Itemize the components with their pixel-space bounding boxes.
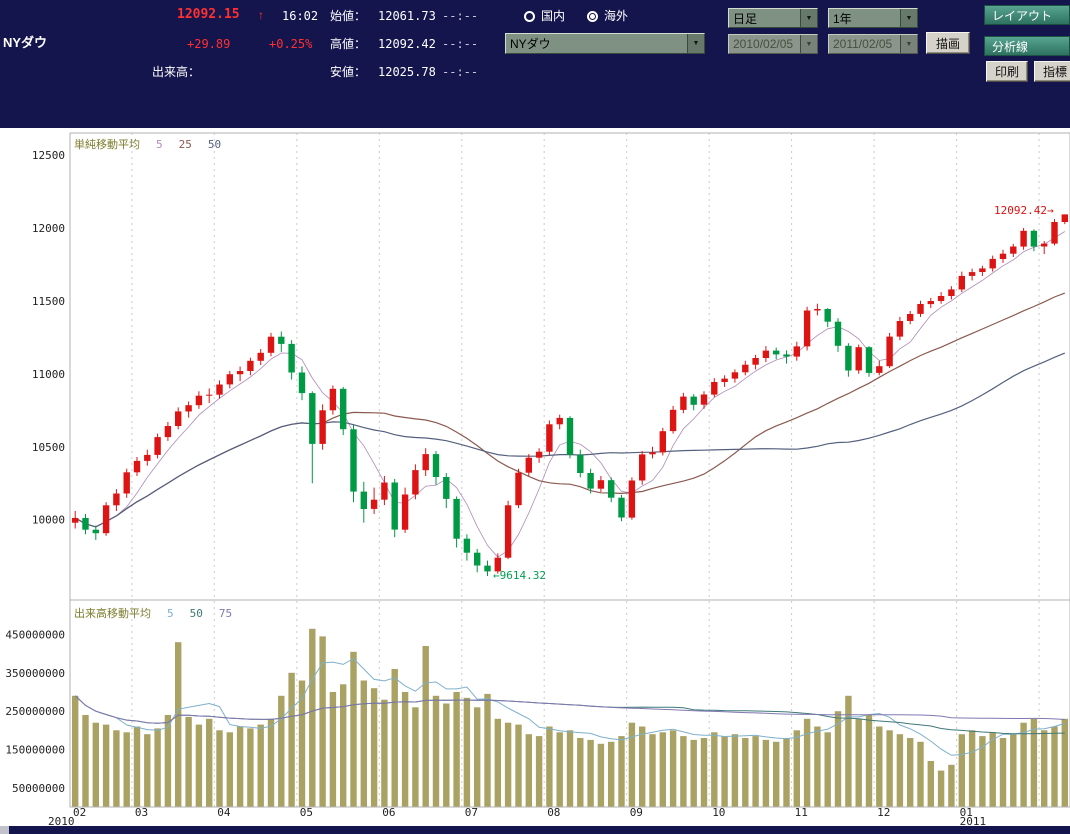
radio-overseas[interactable]: 海外 <box>587 9 628 23</box>
volume-ma-period-50: 50 <box>189 607 203 620</box>
open-label: 始値： <box>330 9 367 23</box>
svg-text:11000: 11000 <box>32 368 65 381</box>
price-change: +29.89 <box>187 37 231 51</box>
chevron-down-icon: ▼ <box>800 35 817 53</box>
date-to-value: 2011/02/05 <box>833 37 893 51</box>
volume-bars <box>72 628 1068 808</box>
range-combobox-value: 1年 <box>833 11 852 26</box>
svg-text:150000000: 150000000 <box>5 744 65 757</box>
svg-text:12500: 12500 <box>32 149 65 162</box>
svg-text:12000: 12000 <box>32 222 65 235</box>
low-time: --:-- <box>442 65 479 79</box>
radio-domestic[interactable]: 国内 <box>524 9 565 23</box>
svg-text:04: 04 <box>217 806 231 819</box>
svg-text:02: 02 <box>73 806 86 819</box>
draw-button[interactable]: 描画 <box>926 32 970 54</box>
ma-period-25: 25 <box>178 138 192 151</box>
svg-text:10000: 10000 <box>32 514 65 527</box>
price-ma-legend: 単純移動平均 5 25 50 <box>74 136 221 152</box>
analysis-line-button[interactable]: 分析線 <box>984 36 1070 56</box>
volume-pane-frame <box>69 599 1070 808</box>
price-axis-labels: 12500 12000 11500 11000 10500 10000 <box>32 149 65 527</box>
svg-text:11: 11 <box>795 806 808 819</box>
low-price-annotation: ←9614.32 <box>493 569 546 582</box>
high-value: 12092.42 <box>378 37 436 51</box>
high-label: 高値： <box>330 37 367 51</box>
svg-text:03: 03 <box>135 806 148 819</box>
top-toolbar: NYダウ 12092.15 ↑ 16:02 +29.89 +0.25% 出来高：… <box>0 0 1070 128</box>
print-button[interactable]: 印刷 <box>986 61 1028 82</box>
svg-text:09: 09 <box>630 806 643 819</box>
volume-ma-lines <box>74 657 1065 756</box>
month-gridlines <box>131 133 1040 807</box>
svg-text:08: 08 <box>547 806 560 819</box>
volume-ma-period-75: 75 <box>218 607 233 620</box>
volume-ma-legend-label: 出来高移動平均 <box>74 608 151 620</box>
indicator-button[interactable]: 指標 <box>1034 61 1070 82</box>
svg-text:250000000: 250000000 <box>5 705 65 718</box>
high-price-annotation: 12092.42→ <box>994 204 1054 217</box>
low-value: 12025.78 <box>378 65 436 79</box>
radio-domestic-label: 国内 <box>541 9 566 23</box>
open-time: --:-- <box>442 9 479 23</box>
svg-text:2011: 2011 <box>960 815 987 826</box>
date-from-field[interactable]: 2010/02/05 ▼ <box>728 34 818 54</box>
period-combobox[interactable]: 日足 ▼ <box>728 8 818 28</box>
symbol-combobox[interactable]: NYダウ ▼ <box>505 33 705 54</box>
svg-text:12: 12 <box>877 806 890 819</box>
open-value: 12061.73 <box>378 9 436 23</box>
svg-text:11500: 11500 <box>32 295 65 308</box>
price-pane-frame <box>69 132 1070 601</box>
volume-label: 出来高： <box>152 65 201 79</box>
last-time: 16:02 <box>282 9 319 23</box>
radio-circle-icon <box>524 10 535 22</box>
symbol-name: NYダウ <box>3 35 48 50</box>
svg-text:10500: 10500 <box>32 441 65 454</box>
layout-panel-button[interactable]: レイアウト <box>984 5 1070 25</box>
volume-ma-legend: 出来高移動平均 5 50 75 <box>74 605 232 621</box>
scrollbar-left-button[interactable] <box>0 826 9 834</box>
price-ma-lines <box>74 231 1066 558</box>
range-combobox[interactable]: 1年 ▼ <box>828 8 918 28</box>
svg-text:50000000: 50000000 <box>12 782 65 795</box>
date-from-value: 2010/02/05 <box>733 37 794 51</box>
svg-text:05: 05 <box>300 806 313 819</box>
chevron-down-icon: ▼ <box>900 35 917 53</box>
low-label: 安値： <box>330 65 367 79</box>
chevron-down-icon[interactable]: ▼ <box>900 9 917 27</box>
svg-text:06: 06 <box>382 806 395 819</box>
last-price: 12092.15 <box>177 7 240 22</box>
price-ma-legend-label: 単純移動平均 <box>74 139 140 151</box>
ma-period-5: 5 <box>156 138 163 151</box>
volume-ma-period-5: 5 <box>167 607 174 620</box>
svg-text:450000000: 450000000 <box>5 629 65 642</box>
svg-text:07: 07 <box>465 806 478 819</box>
ma-period-50: 50 <box>207 138 222 151</box>
radio-selected-icon <box>587 10 599 22</box>
high-time: --:-- <box>442 37 479 51</box>
chevron-down-icon[interactable]: ▼ <box>800 9 817 27</box>
svg-text:350000000: 350000000 <box>5 667 65 680</box>
price-change-percent: +0.25% <box>269 37 313 51</box>
volume-axis-labels: 450000000 350000000 250000000 150000000 5000… <box>5 629 65 795</box>
svg-text:01: 01 <box>960 806 973 819</box>
date-to-field[interactable]: 2011/02/05 ▼ <box>828 34 918 54</box>
x-axis-year-labels: 2010 2011 <box>48 815 986 826</box>
price-up-arrow-icon: ↑ <box>258 8 264 22</box>
svg-text:10: 10 <box>712 806 725 819</box>
horizontal-scrollbar[interactable] <box>0 826 1070 834</box>
svg-text:2010: 2010 <box>48 815 75 826</box>
x-axis-month-labels: 02 03 04 05 06 07 08 09 10 11 12 01 <box>73 806 973 819</box>
symbol-combobox-value: NYダウ <box>510 37 551 51</box>
chevron-down-icon[interactable]: ▼ <box>687 34 704 53</box>
period-combobox-value: 日足 <box>733 11 758 26</box>
chart-canvas: 12500 12000 11500 11000 10500 10000 450000000 3… <box>5 132 1070 826</box>
radio-overseas-label: 海外 <box>604 9 629 23</box>
candles <box>72 214 1068 576</box>
